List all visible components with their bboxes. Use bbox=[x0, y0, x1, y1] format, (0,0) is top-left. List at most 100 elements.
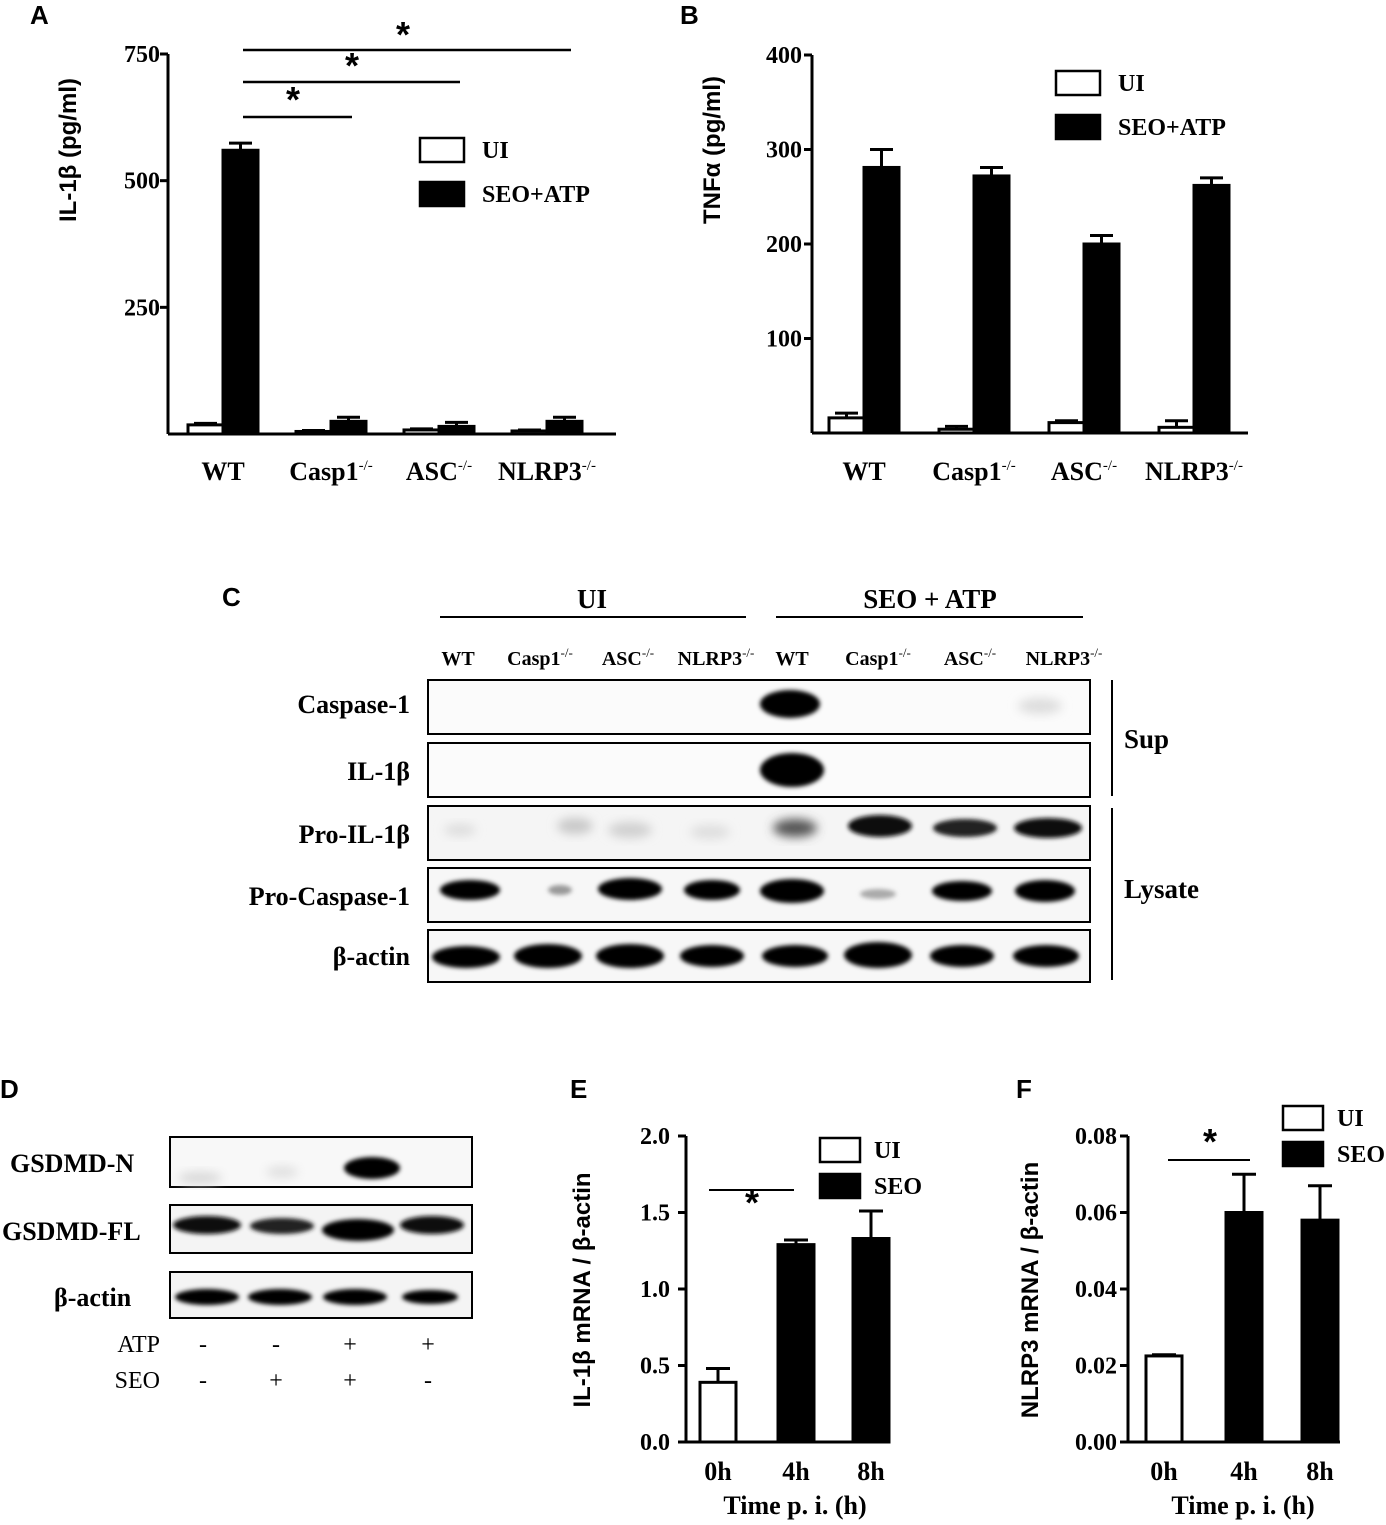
lane-label: ASC-/- bbox=[944, 645, 996, 670]
western-blot-c: UI SEO + ATP WT Casp1-/- ASC-/- NLRP3-/- WT C… bbox=[249, 584, 1199, 983]
bar-seo-atp bbox=[221, 148, 260, 436]
x-tick-label: ASC-/- bbox=[1051, 457, 1117, 486]
condition-label: SEO bbox=[115, 1368, 160, 1394]
x-tick-label: 8h bbox=[857, 1457, 885, 1486]
legend-label: SEO+ATP bbox=[1118, 115, 1226, 141]
band bbox=[400, 1216, 464, 1234]
significance-star: * bbox=[345, 45, 359, 86]
lane-label: Casp1-/- bbox=[507, 645, 573, 670]
y-tick-label: 100 bbox=[766, 327, 802, 353]
chart-e-il1b-mrna: 0.0 0.5 1.0 1.5 2.0 IL-1β mRNA / β-actin 0h 4h 8… bbox=[569, 1124, 922, 1520]
y-axis-label: TNFα (pg/ml) bbox=[699, 76, 726, 224]
band bbox=[1015, 880, 1075, 902]
x-tick-label: NLRP3-/- bbox=[1145, 457, 1243, 486]
bar-ui bbox=[827, 416, 866, 435]
lane-label: Casp1-/- bbox=[845, 645, 911, 670]
significance-star: * bbox=[1203, 1121, 1217, 1162]
bar-ui bbox=[937, 427, 976, 435]
bar-ui bbox=[1157, 425, 1196, 435]
band bbox=[323, 1289, 387, 1305]
band bbox=[440, 880, 500, 900]
legend-swatch bbox=[1054, 69, 1102, 97]
band bbox=[760, 879, 824, 903]
band bbox=[248, 1289, 312, 1305]
treatment-table: ATP - - + + SEO - + + - bbox=[115, 1332, 435, 1394]
band bbox=[250, 1218, 314, 1234]
y-axis-label: IL-1β mRNA / β-actin bbox=[569, 1172, 596, 1407]
lane-label: ASC-/- bbox=[602, 645, 654, 670]
y-tick-label: 2.0 bbox=[640, 1124, 670, 1150]
condition-mark: - bbox=[424, 1368, 432, 1394]
condition-mark: + bbox=[343, 1332, 357, 1358]
panel-label-e: E bbox=[570, 1074, 587, 1104]
band bbox=[844, 942, 912, 968]
bar-ui bbox=[698, 1380, 738, 1444]
band bbox=[444, 824, 476, 836]
legend-label: SEO bbox=[874, 1174, 922, 1200]
bar-ui bbox=[1047, 421, 1086, 435]
panel-label-f: F bbox=[1016, 1074, 1032, 1104]
blot-strip-il1b bbox=[427, 742, 1091, 798]
bar-seo-atp bbox=[329, 419, 368, 436]
row-label-pro-il1b: Pro-IL-1β bbox=[299, 820, 410, 849]
panel-label-a: A bbox=[30, 0, 49, 30]
band bbox=[690, 825, 730, 839]
condition-mark: - bbox=[199, 1368, 207, 1394]
x-tick-label: NLRP3-/- bbox=[498, 457, 596, 486]
x-tick-label: Casp1-/- bbox=[289, 457, 373, 486]
legend-swatch bbox=[1281, 1104, 1325, 1132]
legend-label: SEO bbox=[1337, 1142, 1385, 1168]
y-tick-label: 0.00 bbox=[1075, 1430, 1117, 1456]
band bbox=[760, 690, 820, 718]
x-tick-label: WT bbox=[842, 457, 885, 486]
row-label-caspase1: Caspase-1 bbox=[297, 690, 410, 719]
group-label-ui: UI bbox=[577, 584, 607, 614]
y-tick-label: 0.08 bbox=[1075, 1124, 1117, 1150]
band bbox=[173, 1216, 241, 1234]
y-tick-label: 0.02 bbox=[1075, 1354, 1117, 1380]
y-tick-label: 300 bbox=[766, 138, 802, 164]
band bbox=[860, 889, 896, 899]
chart-a-il1b: 250 500 750 IL-1β (pg/ml) WT Casp1-/- ASC-/- NL… bbox=[55, 14, 616, 486]
y-tick-label: 250 bbox=[124, 295, 160, 321]
lane-label: NLRP3-/- bbox=[1026, 645, 1103, 670]
legend-swatch bbox=[818, 1172, 862, 1200]
x-axis-label: Time p. i. (h) bbox=[1171, 1491, 1314, 1520]
bar-seo-atp bbox=[545, 419, 584, 436]
band bbox=[608, 822, 652, 838]
band bbox=[598, 878, 662, 900]
band bbox=[680, 945, 744, 967]
band bbox=[933, 819, 997, 837]
legend-label: SEO+ATP bbox=[482, 182, 590, 208]
significance-star: * bbox=[745, 1182, 759, 1223]
band bbox=[684, 880, 740, 900]
chart-b-tnfa: 100 200 300 400 TNFα (pg/ml) WT Casp1-/- ASC-/-… bbox=[699, 43, 1248, 486]
chart-f-nlrp3-mrna: 0.00 0.02 0.04 0.06 0.08 NLRP3 mRNA / β-actin… bbox=[1017, 1104, 1385, 1520]
lane-labels: WT Casp1-/- ASC-/- NLRP3-/- WT Casp1-/- ASC-/-… bbox=[441, 645, 1102, 670]
lane-label: NLRP3-/- bbox=[678, 645, 755, 670]
band bbox=[175, 1289, 239, 1305]
y-tick-label: 0.5 bbox=[640, 1354, 670, 1380]
lane-label: WT bbox=[775, 648, 809, 670]
bar-ui bbox=[186, 423, 225, 436]
band bbox=[402, 1290, 458, 1304]
legend-label: UI bbox=[1337, 1106, 1364, 1132]
legend-label: UI bbox=[1118, 71, 1145, 97]
condition-mark: - bbox=[272, 1332, 280, 1358]
legend-swatch bbox=[418, 180, 466, 208]
band bbox=[930, 945, 994, 967]
legend-swatch bbox=[1054, 113, 1102, 141]
band bbox=[322, 1219, 394, 1241]
row-label-pro-caspase1: Pro-Caspase-1 bbox=[249, 882, 410, 911]
y-axis-label: NLRP3 mRNA / β-actin bbox=[1017, 1162, 1044, 1418]
x-tick-label: 0h bbox=[1150, 1457, 1178, 1486]
panel-label-d: D bbox=[0, 1074, 19, 1104]
bar-ui bbox=[294, 429, 333, 436]
y-tick-label: 1.5 bbox=[640, 1201, 670, 1227]
y-tick-label: 750 bbox=[124, 42, 160, 68]
bar-seo-atp bbox=[862, 165, 901, 435]
band bbox=[596, 944, 664, 968]
condition-label: ATP bbox=[117, 1332, 160, 1358]
y-axis-label: IL-1β (pg/ml) bbox=[55, 78, 82, 222]
band bbox=[1014, 818, 1082, 838]
